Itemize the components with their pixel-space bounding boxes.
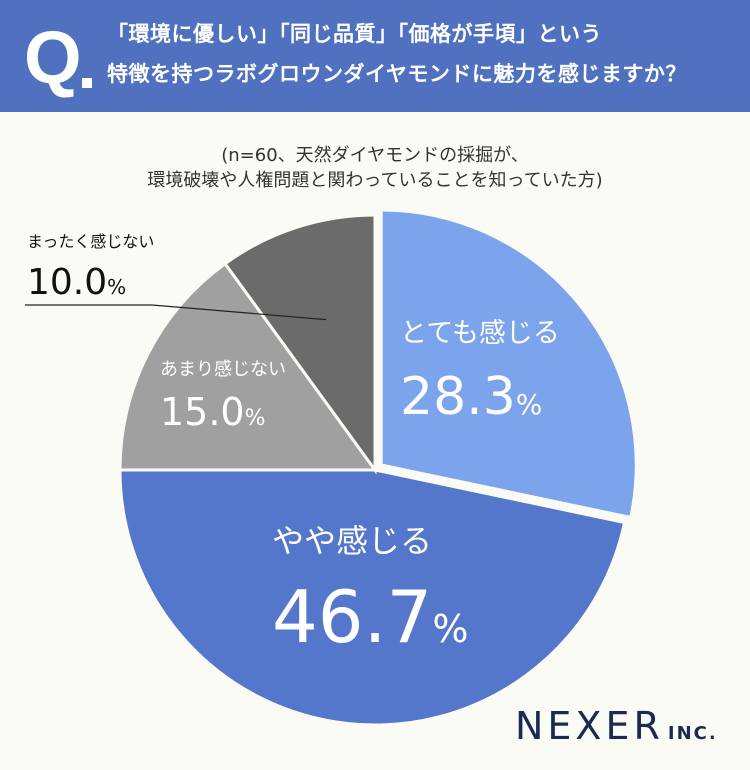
pie-slice-very-much	[379, 208, 638, 520]
question-line-1: 「環境に優しい」「同じ品質」「価格が手頃」という	[107, 22, 602, 46]
pie-slice-somewhat	[118, 468, 627, 727]
slice-label-somewhat: やや感じる	[272, 522, 432, 560]
slice-value-not-much: 15.0%	[160, 390, 266, 434]
sample-note-line-2: 環境破壊や人権問題と関わっていることを知っていた方)	[147, 170, 603, 191]
nexer-logo: NEXER INC.	[515, 704, 718, 748]
sample-note-line-1: (n=60、天然ダイヤモンドの採掘が、	[221, 145, 529, 166]
slice-value-not-at-all: 10.0%	[27, 262, 126, 303]
pie-slice-not-at-all	[223, 213, 377, 475]
question-header: Q 「環境に優しい」「同じ品質」「価格が手頃」という 特徴を持つラボグロウンダイ…	[0, 0, 750, 112]
logo-sub-text: INC.	[667, 723, 718, 744]
slice-value-somewhat: 46.7%	[272, 575, 468, 659]
logo-main-text: NEXER	[515, 704, 664, 748]
pie-slice-not-much	[118, 261, 378, 472]
slice-label-not-at-all: まったく感じない	[27, 232, 154, 251]
slice-value-very-much: 28.3%	[400, 367, 542, 427]
q-mark-icon: Q	[24, 16, 82, 99]
callout-line-not-at-all	[25, 304, 327, 321]
q-dot	[82, 78, 92, 88]
slice-label-not-much: あまり感じない	[160, 359, 286, 380]
question-line-2: 特徴を持つラボグロウンダイヤモンドに魅力を感じますか？	[107, 62, 687, 86]
slice-label-very-much: とても感じる	[400, 318, 560, 349]
